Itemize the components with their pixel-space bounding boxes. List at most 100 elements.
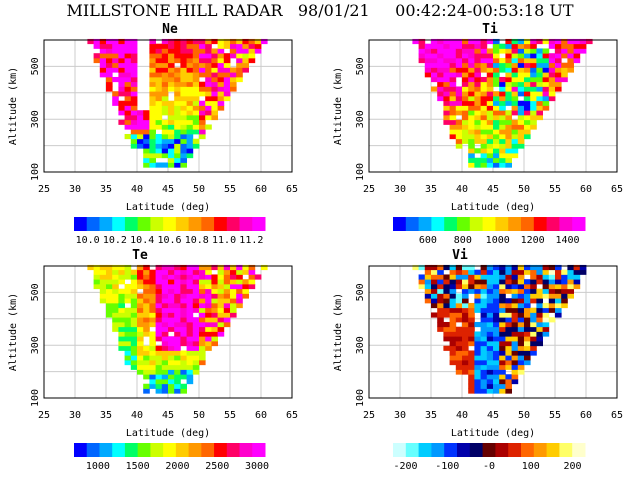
heatmap-cell <box>130 95 138 102</box>
heatmap-cell <box>217 288 225 294</box>
heatmap-cell <box>424 279 432 285</box>
heatmap-cell <box>130 340 138 347</box>
heatmap-cell <box>431 274 438 280</box>
x-tick-label: 35 <box>425 184 437 195</box>
heatmap-cell <box>155 152 163 159</box>
colorbar-swatch <box>112 443 126 457</box>
heatmap-cell <box>437 38 444 45</box>
heatmap-cell <box>186 81 194 87</box>
heatmap-cell <box>192 359 200 366</box>
heatmap-cell <box>431 288 438 294</box>
heatmap-cell <box>455 53 463 59</box>
heatmap-cell <box>437 72 444 78</box>
heatmap-cell <box>168 76 175 83</box>
heatmap-cell <box>455 302 463 309</box>
heatmap-cell <box>99 67 107 73</box>
heatmap-cell <box>149 152 156 159</box>
heatmap-cell <box>217 274 225 280</box>
heatmap-cell <box>511 336 519 342</box>
colorbar-swatch <box>112 217 126 231</box>
heatmap-cell <box>480 67 488 73</box>
heatmap-cell <box>530 345 537 351</box>
heatmap-cell <box>480 114 488 121</box>
heatmap-cell <box>480 312 488 318</box>
heatmap-cell <box>437 317 444 323</box>
heatmap-cell <box>149 53 156 59</box>
heatmap-cell <box>161 283 169 290</box>
heatmap-cell <box>542 81 550 87</box>
heatmap-cell <box>480 350 488 356</box>
heatmap-cell <box>186 288 194 294</box>
heatmap-cell <box>124 312 132 318</box>
heatmap-cell <box>223 72 231 78</box>
heatmap-cell <box>174 72 181 78</box>
heatmap-cell <box>530 76 537 83</box>
heatmap-cell <box>174 100 181 106</box>
heatmap-cell <box>155 293 163 299</box>
heatmap-cell <box>155 119 163 125</box>
heatmap-cell <box>530 48 537 54</box>
heatmap-cell <box>168 43 175 49</box>
heatmap-cell <box>174 307 181 313</box>
heatmap-cell <box>236 293 243 299</box>
heatmap-cell <box>480 95 488 102</box>
heatmap-cell <box>99 72 107 78</box>
heatmap-cell <box>174 91 181 97</box>
heatmap-cell <box>205 269 212 275</box>
heatmap-cell <box>542 53 550 59</box>
heatmap-cell <box>561 76 568 83</box>
heatmap-cell <box>530 307 537 313</box>
heatmap-cell <box>493 91 500 97</box>
heatmap-cell <box>143 364 150 370</box>
heatmap-cell <box>161 355 169 361</box>
heatmap-cell <box>542 312 550 318</box>
heatmap-cell <box>505 138 512 144</box>
heatmap-cell <box>180 110 187 116</box>
heatmap-cell <box>474 110 481 116</box>
colorbar-swatch <box>163 443 177 457</box>
colorbar-tick-label: 2000 <box>165 461 189 472</box>
heatmap-cell <box>567 288 574 294</box>
heatmap-cell <box>112 298 119 304</box>
heatmap-cell <box>186 95 194 102</box>
heatmap-cell <box>474 162 481 168</box>
heatmap-cell <box>186 326 194 332</box>
heatmap-cell <box>499 81 506 87</box>
heatmap-cell <box>124 274 132 280</box>
heatmap-cell <box>93 279 101 285</box>
heatmap-cell <box>155 298 163 304</box>
heatmap-cell <box>174 124 181 130</box>
heatmap-cell <box>124 345 132 351</box>
heatmap-cell <box>486 81 494 87</box>
colorbar-tick-label: 10.8 <box>185 235 209 246</box>
heatmap-cell <box>99 43 107 49</box>
colorbar-swatch <box>99 217 113 231</box>
heatmap-cell <box>505 355 512 361</box>
heatmap-cell <box>486 340 494 347</box>
heatmap-cell <box>462 48 469 54</box>
colorbar-tick-label: 1400 <box>555 235 579 246</box>
heatmap-cell <box>474 383 481 389</box>
heatmap-cell <box>555 48 562 54</box>
heatmap-cell <box>517 53 525 59</box>
x-tick-label: 40 <box>456 410 468 421</box>
heatmap-cell <box>180 355 187 361</box>
heatmap-cell <box>161 312 169 318</box>
heatmap-cell <box>536 67 543 73</box>
heatmap-cell <box>180 302 187 309</box>
heatmap-cell <box>418 279 426 285</box>
heatmap-cell <box>130 312 138 318</box>
heatmap-cell <box>93 269 101 275</box>
x-tick-label: 45 <box>487 184 499 195</box>
heatmap-cell <box>199 288 206 294</box>
heatmap-cell <box>561 269 568 275</box>
heatmap-cell <box>106 62 113 68</box>
heatmap-cell <box>474 269 481 275</box>
heatmap-cell <box>536 57 543 64</box>
heatmap-cell <box>493 48 500 54</box>
heatmap-cell <box>548 53 556 59</box>
heatmap-cell <box>536 288 543 294</box>
heatmap-cell <box>199 124 206 130</box>
colorbar-swatch <box>405 443 420 457</box>
heatmap-cell <box>137 302 144 309</box>
